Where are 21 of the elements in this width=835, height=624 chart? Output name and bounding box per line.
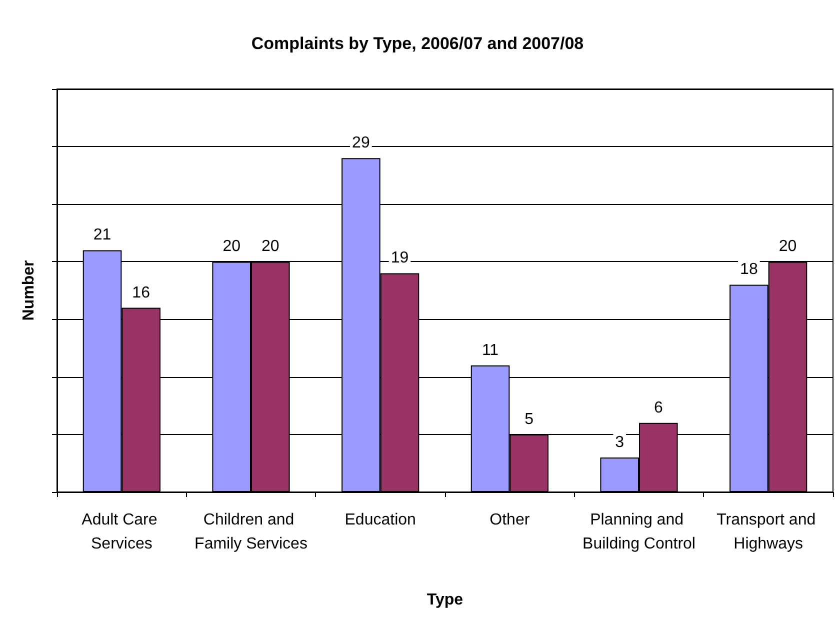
data-label: 20 bbox=[778, 238, 797, 256]
data-label: 3 bbox=[615, 434, 624, 451]
data-label: 20 bbox=[262, 238, 280, 256]
x-tick-label: Adult Care Services bbox=[82, 512, 162, 552]
data-label: 20 bbox=[222, 238, 241, 256]
data-label: 6 bbox=[654, 399, 663, 416]
x-tick-label: Other bbox=[490, 512, 530, 528]
data-label: 16 bbox=[132, 284, 150, 302]
data-label: 29 bbox=[352, 134, 370, 152]
data-label: 18 bbox=[740, 261, 758, 278]
y-axis-title: Number bbox=[20, 260, 38, 321]
x-tick-label: Transport and Highways bbox=[716, 512, 820, 552]
data-label: 5 bbox=[524, 410, 534, 428]
data-label: 19 bbox=[390, 250, 409, 267]
data-label: 21 bbox=[93, 226, 112, 244]
x-tick-label: Children and Family Services bbox=[194, 512, 308, 552]
x-tick-label: Planning and Building Control bbox=[582, 512, 696, 552]
chart-title: Complaints by Type, 2006/07 and 2007/08 bbox=[251, 34, 584, 53]
data-label: 11 bbox=[482, 342, 499, 359]
x-tick-label: Education bbox=[344, 512, 416, 528]
x-axis-title: Type bbox=[426, 592, 464, 608]
